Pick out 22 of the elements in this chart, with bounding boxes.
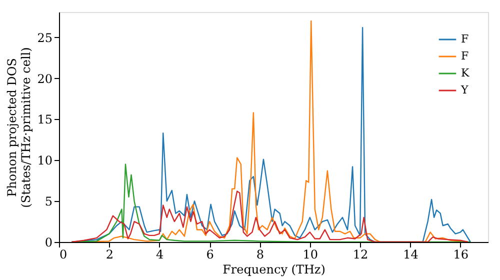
x-tick-label: 10: [302, 248, 318, 262]
y-axis-title: Phonon projected DOS (States/THz·primitive cell): [5, 47, 34, 208]
line-series: [70, 190, 469, 242]
x-tick-label: 2: [106, 248, 114, 262]
legend-label: F: [461, 32, 469, 46]
y-tick-label: 5: [44, 194, 52, 209]
legend-label: K: [461, 66, 470, 80]
x-tick-label: 6: [206, 248, 214, 262]
legend-label: F: [461, 50, 469, 62]
legend-label: Y: [460, 84, 469, 96]
x-tick-label: 8: [256, 248, 264, 262]
x-tick-label: 4: [156, 248, 164, 262]
x-tick-label: 16: [453, 248, 469, 262]
x-tick-label: 0: [60, 248, 68, 262]
x-axis-title: Frequency (THz): [222, 262, 326, 276]
y-tick-label: 0: [44, 236, 52, 250]
y-tick-label: 15: [37, 112, 52, 127]
y-tick-label: 20: [37, 72, 52, 86]
y-tick-label: 10: [37, 154, 52, 168]
x-tick-label: 14: [403, 248, 419, 262]
y-tick-label: 25: [37, 30, 52, 45]
x-tick-label: 12: [352, 248, 368, 262]
